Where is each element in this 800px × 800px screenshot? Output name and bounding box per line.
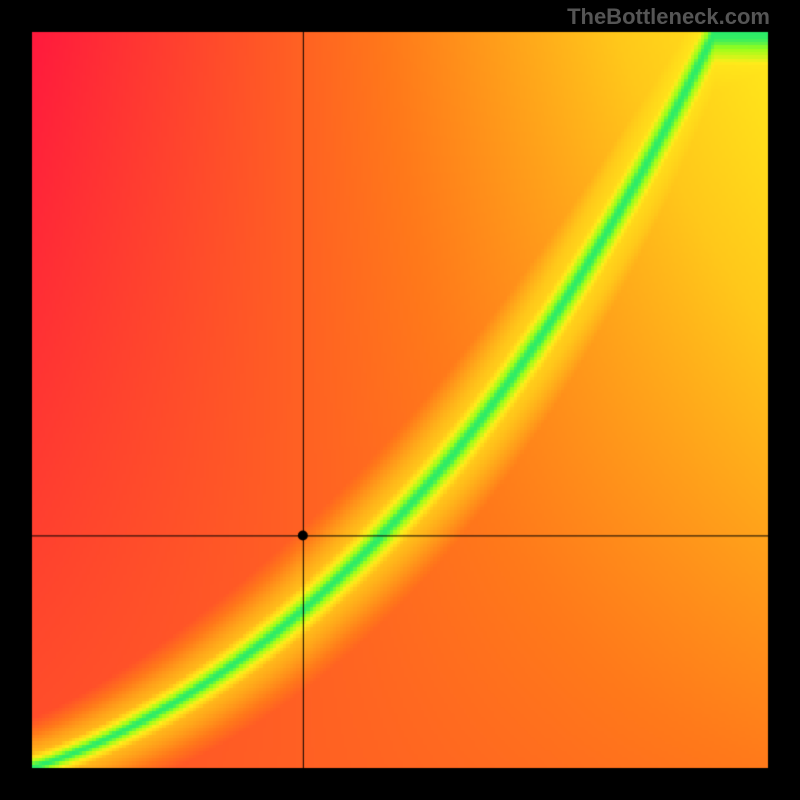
bottleneck-heatmap (0, 0, 800, 800)
watermark-text: TheBottleneck.com (567, 4, 770, 30)
chart-container: TheBottleneck.com (0, 0, 800, 800)
